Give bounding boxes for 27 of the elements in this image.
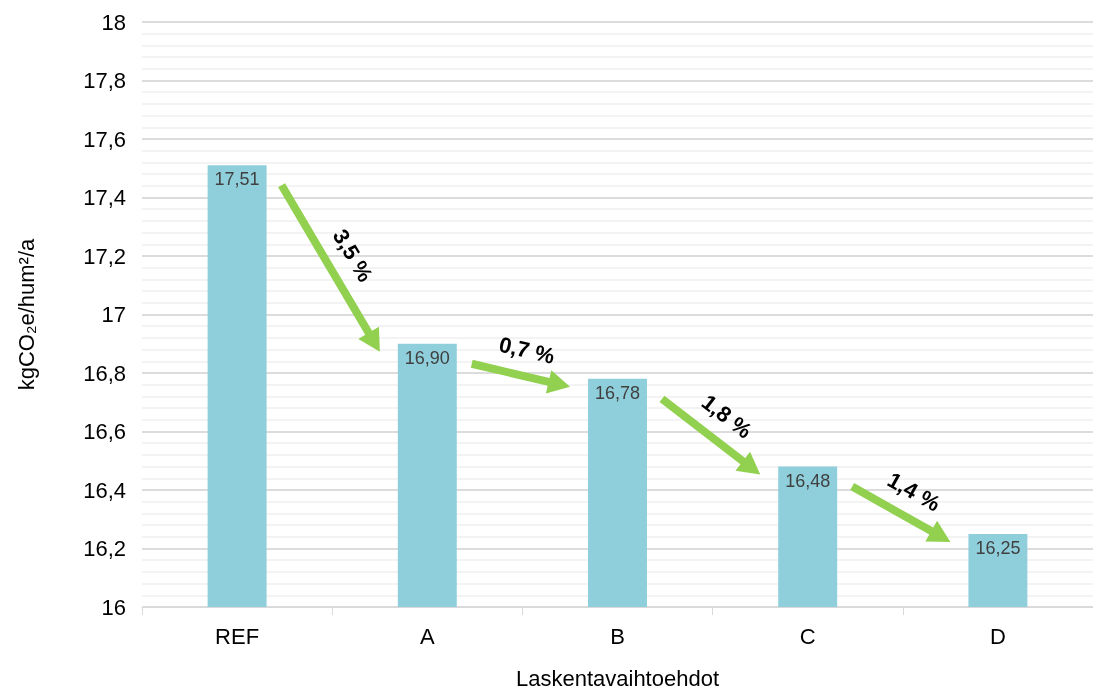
- data-label: 16,25: [975, 537, 1021, 558]
- x-tick-label: B: [610, 623, 625, 649]
- y-tick-label: 17,8: [83, 68, 126, 93]
- y-tick-label: 16,8: [83, 360, 126, 386]
- annotation: 1,4 %: [883, 467, 945, 517]
- y-tick-label: 17: [101, 302, 126, 327]
- x-tick-label: A: [419, 623, 435, 649]
- x-tick-label: D: [989, 623, 1006, 649]
- y-tick-label: 16: [101, 594, 126, 620]
- annotation: 1,8 %: [696, 389, 757, 444]
- y-tick-label: 16,4: [83, 477, 126, 503]
- data-label: 16,78: [594, 382, 641, 403]
- annotation: 0,7 %: [496, 331, 558, 369]
- y-tick-label: 17,2: [83, 243, 126, 269]
- data-label: 17,51: [214, 169, 260, 190]
- y-axis-title: kgCO₂e/hum²/a: [13, 237, 39, 391]
- data-label: 16,48: [785, 470, 831, 491]
- annotation: 3,5 %: [327, 224, 378, 287]
- x-tick-label: C: [799, 623, 816, 649]
- x-axis-title: Laskentavaihtoehdot: [515, 665, 720, 691]
- data-label: 16,90: [404, 347, 450, 368]
- y-tick-label: 18: [101, 9, 126, 35]
- y-tick-label: 16,2: [83, 536, 126, 561]
- y-tick-label: 16,6: [83, 419, 126, 444]
- y-tick-label: 17,6: [83, 126, 126, 152]
- y-tick-label: 17,4: [83, 185, 126, 210]
- x-tick-label: REF: [215, 623, 260, 649]
